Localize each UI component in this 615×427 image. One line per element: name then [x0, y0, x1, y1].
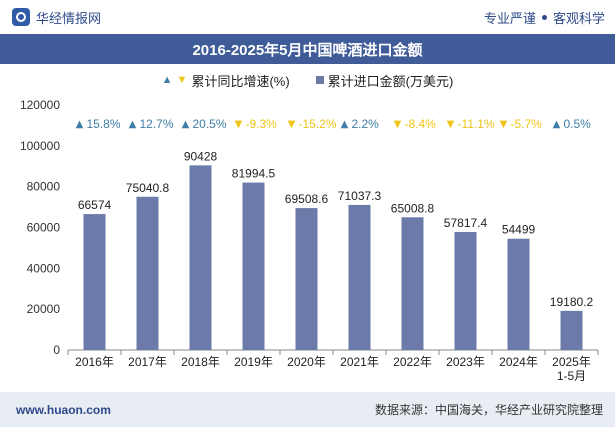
footer-source: 数据来源：中国海关，华经产业研究院整理 — [374, 403, 603, 417]
growth-label: 0.5% — [564, 117, 592, 131]
growth-up-marker: ▲ — [129, 119, 137, 130]
bar — [136, 196, 159, 350]
slogan: 专业严谨 客观科学 — [484, 8, 605, 27]
bar-value-label: 81994.5 — [232, 167, 276, 181]
footer: www.huaon.com 数据来源：中国海关，华经产业研究院整理 — [0, 392, 615, 427]
growth-down-marker: ▼ — [394, 119, 402, 130]
bar-value-label: 90428 — [184, 149, 218, 163]
x-category-label: 2022年 — [393, 355, 432, 369]
bar-value-label: 54499 — [502, 223, 536, 237]
bar-value-label: 19180.2 — [550, 295, 594, 309]
bar — [242, 182, 265, 350]
legend-growth-label: 累计同比增速(%) — [191, 73, 290, 89]
chart-legend: ▲ ▼ 累计同比增速(%) 累计进口金额(万美元) — [0, 70, 615, 90]
growth-label: -9.3% — [246, 117, 278, 131]
y-tick-label: 80000 — [27, 180, 61, 194]
legend-amount-label: 累计进口金额(万美元) — [327, 73, 454, 89]
x-category-label: 2020年 — [287, 355, 326, 369]
triangle-down-icon: ▼ — [176, 74, 188, 86]
growth-down-marker: ▼ — [235, 119, 243, 130]
growth-label: 12.7% — [140, 117, 174, 131]
x-category-label: 2016年 — [75, 355, 114, 369]
bar — [348, 204, 371, 350]
bar-chart: 0 20000 40000 60000 80000 100000 120000 66574 20… — [20, 98, 599, 383]
slogan-tag-2: 客观科学 — [552, 10, 605, 26]
growth-down-marker: ▼ — [447, 119, 455, 130]
bar — [507, 238, 530, 350]
growth-label: 15.8% — [87, 117, 121, 131]
y-tick-label: 20000 — [27, 302, 61, 316]
growth-label: -15.2% — [299, 117, 337, 131]
growth-up-marker: ▲ — [76, 119, 84, 130]
brand-name: 华经情报网 — [36, 10, 102, 26]
bar-value-label: 69508.6 — [285, 192, 329, 206]
growth-down-marker: ▼ — [500, 119, 508, 130]
x-category-label: 2018年 — [181, 355, 220, 369]
x-category-label: 2021年 — [340, 355, 379, 369]
bar-value-label: 57817.4 — [444, 216, 488, 230]
growth-up-marker: ▲ — [553, 119, 561, 130]
bar-value-label: 66574 — [78, 198, 112, 212]
y-tick-label: 0 — [53, 343, 60, 357]
x-category-label: 2025年 — [552, 355, 591, 369]
brand: 华经情报网 — [12, 8, 101, 27]
bar-value-label: 75040.8 — [126, 181, 170, 195]
bar — [560, 310, 583, 350]
dot-icon — [541, 14, 547, 20]
logo-icon — [12, 8, 30, 26]
legend-growth: ▲ ▼ 累计同比增速(%) — [162, 71, 290, 90]
chart-title-bar: 2016-2025年5月中国啤酒进口金额 — [0, 34, 615, 64]
growth-label: 2.2% — [352, 117, 380, 131]
growth-label: -8.4% — [405, 117, 437, 131]
top-bar: 华经情报网 专业严谨 客观科学 — [0, 0, 615, 34]
bar — [295, 208, 318, 350]
bar — [83, 214, 106, 350]
growth-label: 20.5% — [193, 117, 227, 131]
growth-label: -5.7% — [511, 117, 543, 131]
growth-up-marker: ▲ — [341, 119, 349, 130]
x-category-label: 2023年 — [446, 355, 485, 369]
bar-value-label: 71037.3 — [338, 189, 382, 203]
chart-title: 2016-2025年5月中国啤酒进口金额 — [192, 41, 423, 59]
slogan-tag-1: 专业严谨 — [483, 10, 536, 26]
y-tick-label: 40000 — [27, 261, 61, 275]
triangle-up-icon: ▲ — [161, 74, 173, 86]
growth-down-marker: ▼ — [288, 119, 296, 130]
legend-amount: 累计进口金额(万美元) — [315, 71, 454, 90]
y-tick-label: 100000 — [20, 139, 60, 153]
bar — [189, 165, 212, 350]
square-icon — [315, 76, 324, 84]
growth-up-marker: ▲ — [182, 119, 190, 130]
x-category-label: 2024年 — [499, 355, 538, 369]
x-category-label: 2017年 — [128, 355, 167, 369]
x-category-label: 1-5月 — [557, 369, 586, 383]
y-tick-label: 60000 — [27, 221, 61, 235]
y-tick-label: 120000 — [20, 98, 60, 112]
bar — [454, 231, 477, 350]
footer-url: www.huaon.com — [16, 402, 111, 417]
bar — [401, 217, 424, 350]
bar-value-label: 65008.8 — [391, 201, 435, 215]
growth-label: -11.1% — [458, 117, 495, 131]
x-category-label: 2019年 — [234, 355, 273, 369]
